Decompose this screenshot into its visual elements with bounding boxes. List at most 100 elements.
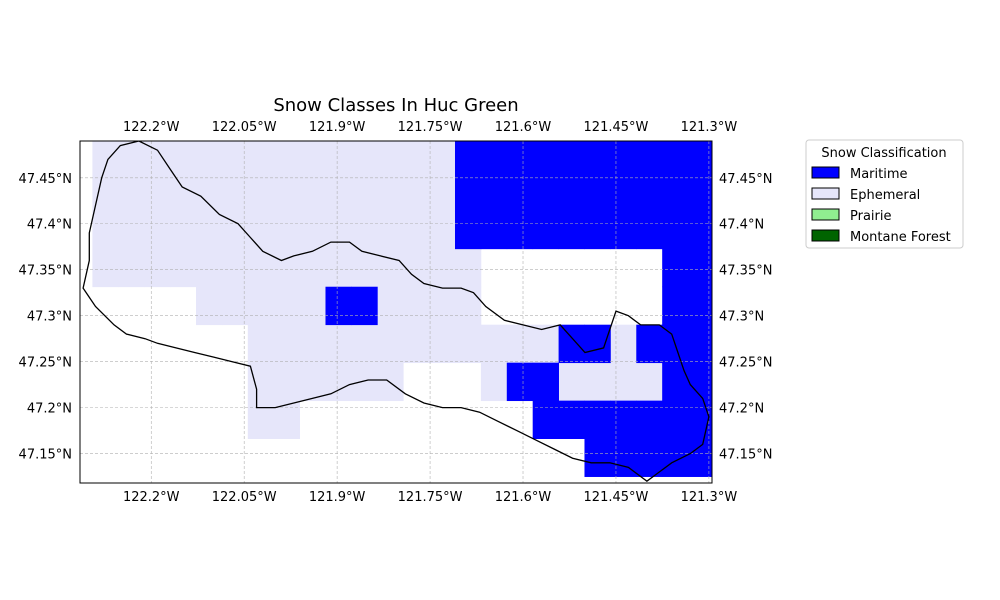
legend-frame xyxy=(805,139,964,249)
lon-tick-label: 121.45°W xyxy=(584,120,649,135)
lat-tick-label: 47.15°N xyxy=(719,448,772,463)
plot-frame xyxy=(79,140,713,484)
ephemeral-cell xyxy=(299,324,326,364)
ephemeral-cell xyxy=(377,141,404,174)
lat-tick-label: 47.15°N xyxy=(19,448,72,463)
maritime-cell xyxy=(584,141,611,174)
ephemeral-cell xyxy=(377,286,404,326)
maritime-cell xyxy=(532,172,559,212)
maritime-cell xyxy=(792,363,818,401)
maritime-cell xyxy=(818,363,844,401)
maritime-cell xyxy=(766,211,792,249)
maritime-cell xyxy=(532,400,559,439)
maritime-cell xyxy=(454,172,482,212)
ephemeral-cell xyxy=(221,286,249,326)
lon-tick-label: 121.3°W xyxy=(681,490,738,505)
maritime-cell xyxy=(636,172,663,212)
maritime-cell xyxy=(662,248,689,288)
lat-tick-label: 47.45°N xyxy=(719,172,772,187)
ephemeral-cell xyxy=(429,141,456,174)
maritime-cell xyxy=(636,324,663,364)
lat-tick-label: 47.25°N xyxy=(719,356,772,371)
maritime-cell xyxy=(740,135,766,173)
ephemeral-cell xyxy=(351,172,378,212)
maritime-cell xyxy=(558,210,585,250)
ephemeral-cell xyxy=(403,210,430,250)
maritime-cell xyxy=(558,141,585,174)
ephemeral-cell xyxy=(454,286,482,326)
maritime-cell xyxy=(558,324,585,364)
maritime-cell xyxy=(532,141,559,174)
lat-tick-label: 47.35°N xyxy=(19,264,72,279)
ephemeral-cell xyxy=(196,59,222,97)
ephemeral-cell xyxy=(506,324,534,364)
lat-tick-label: 47.2°N xyxy=(719,402,764,417)
maritime-cell xyxy=(662,438,689,477)
ephemeral-cell xyxy=(170,210,197,250)
ephemeral-cell xyxy=(221,172,249,212)
ephemeral-cell xyxy=(429,248,456,288)
ephemeral-cell xyxy=(403,248,430,288)
legend-swatch xyxy=(811,166,840,179)
ephemeral-cell xyxy=(144,172,171,212)
ephemeral-cell xyxy=(170,141,197,174)
maritime-cell xyxy=(688,324,712,364)
ephemeral-cell xyxy=(299,210,326,250)
ephemeral-cell xyxy=(299,141,326,174)
legend-item-label: Montane Forest xyxy=(850,230,951,245)
ephemeral-cell xyxy=(247,210,275,250)
maritime-cell xyxy=(584,324,611,364)
map-title: Snow Classes In Huc Green xyxy=(273,95,518,116)
maritime-cell xyxy=(688,400,712,439)
ephemeral-cell xyxy=(403,286,430,326)
maritime-cell xyxy=(558,400,585,439)
ephemeral-cell xyxy=(118,141,145,174)
ephemeral-cell xyxy=(195,248,223,288)
maritime-cell xyxy=(558,172,585,212)
ephemeral-cell xyxy=(325,248,352,288)
lon-tick-label: 121.75°W xyxy=(398,490,463,505)
ephemeral-cell xyxy=(299,172,326,212)
ephemeral-cell xyxy=(92,248,119,288)
ephemeral-cell xyxy=(480,362,508,402)
ephemeral-cell xyxy=(144,59,170,97)
ephemeral-cell xyxy=(403,172,430,212)
ephemeral-cell xyxy=(818,401,844,439)
maritime-cell xyxy=(662,172,689,212)
legend-swatch xyxy=(811,187,840,200)
lon-tick-label: 121.6°W xyxy=(495,490,552,505)
lon-tick-label: 122.05°W xyxy=(212,120,277,135)
lat-tick-label: 47.45°N xyxy=(19,172,72,187)
ephemeral-cell xyxy=(118,248,145,288)
lat-tick-label: 47.3°N xyxy=(27,310,72,325)
ephemeral-cell xyxy=(429,210,456,250)
ephemeral-cell xyxy=(118,21,144,59)
ephemeral-cell xyxy=(118,59,144,97)
ephemeral-cell xyxy=(144,21,170,59)
maritime-cell xyxy=(480,210,508,250)
ephemeral-cell xyxy=(273,324,300,364)
ephemeral-cell xyxy=(325,172,352,212)
tick-labels: 122.2°W 122.2°W 122.05°W 122.05°W 121.9°W 121… xyxy=(19,120,773,505)
ephemeral-cell xyxy=(273,286,300,326)
maritime-cell xyxy=(688,141,712,174)
ephemeral-cell xyxy=(403,141,430,174)
maritime-cell xyxy=(688,172,712,212)
ephemeral-cell xyxy=(792,363,818,401)
lat-tick-label: 47.25°N xyxy=(19,356,72,371)
lon-tick-label: 121.9°W xyxy=(309,490,366,505)
lat-tick-label: 47.35°N xyxy=(719,264,772,279)
ephemeral-cell xyxy=(170,59,196,97)
maritime-cell xyxy=(506,362,534,402)
maritime-cell xyxy=(818,439,844,477)
maritime-cell xyxy=(766,287,792,325)
maritime-cell xyxy=(662,210,689,250)
maritime-cell xyxy=(792,439,818,477)
ephemeral-cell xyxy=(92,210,119,250)
ephemeral-cell xyxy=(273,210,300,250)
ephemeral-cell xyxy=(221,141,249,174)
ephemeral-cell xyxy=(325,324,352,364)
lat-tick-label: 47.2°N xyxy=(27,402,72,417)
ephemeral-cell xyxy=(792,439,818,477)
ephemeral-cell xyxy=(429,286,456,326)
